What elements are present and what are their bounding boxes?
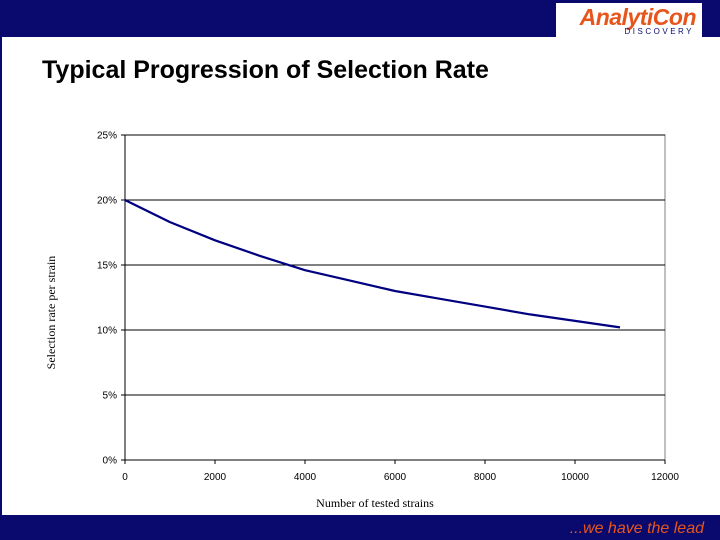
x-tick-label: 12000 [651,472,679,483]
footer-tagline: ...we have the lead [569,520,704,537]
series-line [124,199,621,329]
y-tick-label: 0% [103,456,118,467]
left-border [0,37,2,515]
x-axis-title: Number of tested strains [316,496,434,510]
logo-subtext: DISCOVERY [624,27,694,36]
x-tick-label: 6000 [384,472,407,483]
footer-bar: ...we have the lead [0,515,720,540]
y-axis-title: Selection rate per strain [44,256,58,370]
line-chart: 0% 5% 10% 15% 20% 25% 0 2000 4000 6000 8000 10000 12… [44,131,679,511]
x-tick-label: 10000 [561,472,589,483]
x-tick-label: 0 [122,472,128,483]
y-tick-label: 25% [97,131,117,142]
logo-wordmark: AnalytiCon [579,4,697,30]
company-logo: AnalytiCon DISCOVERY [556,3,702,37]
header-bar: AnalytiCon DISCOVERY [0,0,720,37]
x-tick-label: 4000 [294,472,317,483]
slide-title: Typical Progression of Selection Rate [42,56,489,84]
y-tick-label: 10% [97,326,117,337]
x-tick-label: 8000 [474,472,497,483]
y-tick-label: 5% [103,391,118,402]
x-tick-label: 2000 [204,472,227,483]
y-tick-label: 20% [97,196,117,207]
plot-area [124,134,666,461]
y-tick-label: 15% [97,261,117,272]
